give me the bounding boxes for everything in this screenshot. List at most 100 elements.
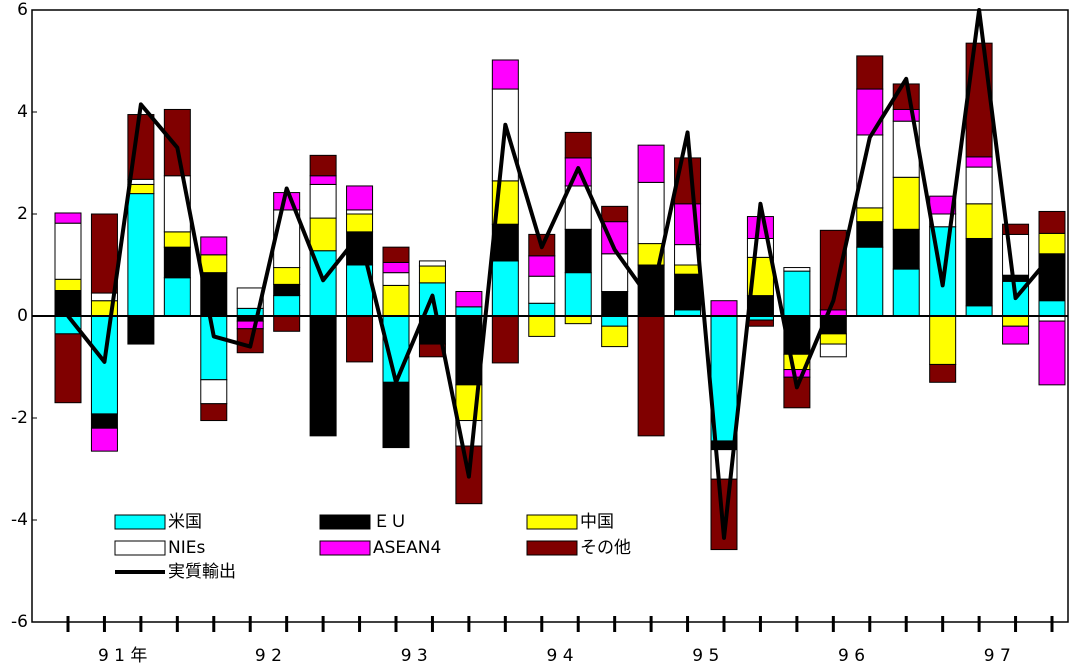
- bar-segment: [528, 302, 556, 317]
- bar-segment: [929, 315, 957, 365]
- legend-label: NIEs: [168, 538, 205, 558]
- bar-segment: [601, 315, 629, 327]
- x-tick-label: 9 5: [692, 646, 719, 666]
- line: [66, 8, 1054, 540]
- bar-segment: [965, 203, 993, 239]
- bar-segment: [637, 181, 665, 245]
- bar-segment: [856, 221, 884, 248]
- bar-segment: [54, 290, 82, 317]
- bar-segment: [418, 265, 446, 284]
- bar-segment: [1038, 210, 1066, 234]
- bar-segment: [783, 270, 811, 317]
- bar-segment: [200, 254, 228, 274]
- bar-segment: [491, 59, 519, 90]
- x-tick-label: 9 1 年: [98, 646, 147, 666]
- bar-segment: [163, 108, 191, 177]
- bar-segment: [309, 154, 337, 177]
- legend-swatch: [526, 514, 578, 530]
- bar-segment: [200, 379, 228, 405]
- legend-swatch: [319, 540, 371, 556]
- bar-segment: [746, 319, 774, 327]
- bar-segment: [856, 207, 884, 223]
- y-tick-label: 2: [17, 204, 28, 224]
- bar-segment: [54, 222, 82, 280]
- bar-segment: [382, 381, 410, 449]
- bar-segment: [674, 264, 702, 275]
- legend-label: 中国: [580, 512, 614, 532]
- bar-segment: [1002, 223, 1030, 235]
- bar-segment: [54, 278, 82, 291]
- bar-segment: [273, 295, 301, 317]
- bar-segment: [1038, 320, 1066, 386]
- legend-label: 米国: [168, 512, 202, 532]
- bar-segment: [491, 315, 519, 364]
- legend-label: ASEAN4: [373, 538, 441, 558]
- bar-segment: [382, 284, 410, 317]
- bar-segment: [273, 209, 301, 269]
- bar-segment: [346, 185, 374, 211]
- bar-segment: [346, 209, 374, 215]
- bar-segment: [273, 267, 301, 285]
- bar-segment: [236, 320, 264, 330]
- x-tick-label: 9 3: [401, 646, 428, 666]
- bar-segment: [564, 315, 592, 325]
- legend-label: その他: [580, 538, 631, 558]
- bar-segment: [965, 305, 993, 317]
- bar-segment: [90, 413, 118, 429]
- bar-segment: [90, 427, 118, 452]
- x-tick-label: 9 7: [984, 646, 1011, 666]
- bar-segment: [783, 267, 811, 272]
- bar-segment: [1038, 253, 1066, 302]
- bar-segment: [528, 255, 556, 277]
- bar-segment: [163, 231, 191, 248]
- bar-segment: [710, 300, 738, 317]
- bar-segment: [856, 246, 884, 317]
- bar-segment: [819, 333, 847, 345]
- bar-segment: [1002, 315, 1030, 327]
- bar-segment: [528, 315, 556, 337]
- bar-segment: [491, 260, 519, 317]
- y-tick-label: -4: [11, 510, 28, 530]
- bar-segment: [90, 315, 118, 415]
- bar-segment: [965, 42, 993, 158]
- bar-segment: [382, 246, 410, 263]
- legend-swatch: [114, 514, 166, 530]
- bar-segment: [674, 273, 702, 311]
- bar-segment: [601, 291, 629, 317]
- legend-label: 実質輸出: [168, 562, 236, 582]
- bar-segment: [564, 131, 592, 159]
- bar-segment: [892, 228, 920, 270]
- bar-segment: [273, 283, 301, 297]
- legend-swatch: [319, 514, 371, 530]
- bar-segment: [273, 315, 301, 332]
- bar-segment: [163, 277, 191, 317]
- bar-segment: [601, 205, 629, 223]
- bar-segment: [90, 213, 118, 294]
- bar-segment: [200, 236, 228, 256]
- bar-segment: [127, 193, 155, 317]
- bar-segment: [455, 306, 483, 317]
- bar-segment: [965, 156, 993, 168]
- bar-segment: [528, 275, 556, 304]
- legend-swatch: [114, 540, 166, 556]
- bar-segment: [54, 212, 82, 224]
- y-tick-label: -6: [11, 612, 28, 632]
- y-tick-label: 0: [17, 306, 28, 326]
- bar-segment: [856, 55, 884, 90]
- x-tick-label: 9 6: [838, 646, 865, 666]
- bar-segment: [418, 260, 446, 267]
- bar-segment: [200, 403, 228, 422]
- bar-segment: [637, 315, 665, 437]
- y-tick-label: 6: [17, 0, 28, 20]
- x-tick-label: 9 4: [546, 646, 573, 666]
- legend-swatch: [526, 540, 578, 556]
- bar-segment: [309, 175, 337, 185]
- bar-segment: [382, 261, 410, 274]
- bar-segment: [892, 176, 920, 230]
- bar-segment: [127, 183, 155, 195]
- bar-segment: [127, 315, 155, 345]
- bar-segment: [346, 213, 374, 233]
- bar-segment: [601, 325, 629, 348]
- bar-segment: [455, 445, 483, 505]
